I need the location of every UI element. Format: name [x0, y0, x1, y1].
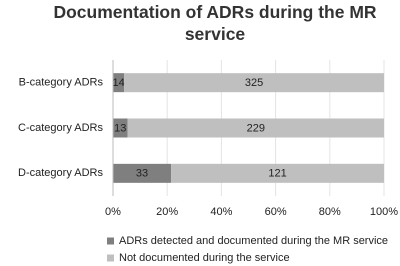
data-label: 33 [136, 168, 148, 180]
x-tick-label: 20% [156, 206, 178, 218]
bar-segment [113, 118, 128, 138]
y-tick-label: C-category ADRs [18, 122, 103, 134]
bar-segment [113, 163, 172, 183]
x-tick-label: 0% [105, 206, 121, 218]
data-label: 13 [114, 122, 126, 134]
bar-segment [113, 73, 125, 93]
data-label: 121 [268, 168, 286, 180]
x-tick-label: 60% [265, 206, 287, 218]
legend-label: ADRs detected and documented during the … [119, 235, 388, 247]
legend-swatch [107, 254, 114, 262]
x-tick-label: 100% [370, 206, 398, 218]
x-tick-label: 40% [210, 206, 232, 218]
bar-segment [124, 73, 384, 93]
legend-swatch [107, 237, 114, 245]
bar-segment [171, 163, 384, 183]
data-label: 325 [245, 77, 263, 89]
y-tick-label: B-category ADRs [19, 77, 104, 89]
y-tick-label: D-category ADRs [18, 167, 103, 179]
x-tick-label: 80% [319, 206, 341, 218]
bar-segment [127, 118, 384, 138]
chart-title: Documentation of ADRs during the MR serv… [53, 2, 377, 44]
data-label: 14 [112, 77, 124, 89]
legend-label: Not documented during the service [119, 252, 290, 264]
data-label: 229 [247, 122, 265, 134]
